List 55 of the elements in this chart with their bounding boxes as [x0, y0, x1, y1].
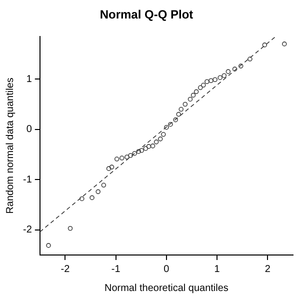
point	[178, 106, 184, 112]
y-tick-label: 1	[26, 74, 32, 85]
point	[158, 136, 163, 142]
point	[128, 153, 133, 158]
point	[164, 124, 169, 130]
point	[106, 166, 112, 171]
point	[124, 154, 130, 160]
chart-title: Normal Q-Q Plot	[100, 8, 194, 22]
point	[101, 182, 106, 188]
y-tick-label: 0	[26, 124, 32, 136]
x-tick-label: 1	[214, 264, 220, 275]
point	[139, 148, 144, 153]
point	[109, 164, 114, 170]
point	[262, 42, 268, 48]
point	[46, 243, 51, 248]
point	[132, 151, 137, 156]
point	[80, 196, 84, 202]
point	[188, 96, 193, 102]
point	[222, 73, 227, 78]
point	[143, 146, 148, 151]
point	[190, 92, 196, 98]
point	[150, 144, 156, 148]
point	[168, 122, 173, 127]
point	[218, 75, 223, 80]
point	[96, 189, 101, 194]
point	[146, 144, 152, 149]
point	[201, 82, 206, 88]
point	[182, 102, 188, 107]
point	[204, 79, 210, 84]
x-axis-title: Normal theoretical quantiles	[104, 282, 228, 294]
point	[114, 156, 120, 162]
y-axis-title: Random normal data quantiles	[4, 78, 16, 214]
point	[238, 64, 244, 68]
point	[226, 69, 231, 74]
x-tick-label: -1	[111, 264, 121, 275]
point	[90, 195, 94, 200]
point	[68, 226, 73, 231]
x-tick-label: 0	[164, 264, 170, 275]
point	[248, 56, 252, 62]
point	[198, 85, 203, 90]
point	[212, 77, 218, 82]
point	[208, 78, 214, 84]
y-tick-label: -2	[22, 224, 32, 236]
point	[136, 149, 142, 154]
point	[173, 117, 178, 122]
point	[232, 66, 238, 72]
x-tick-label: 2	[264, 264, 271, 275]
point	[176, 112, 181, 117]
y-tick-label: -1	[22, 174, 32, 186]
point	[194, 89, 199, 94]
point	[120, 156, 124, 160]
point	[282, 42, 287, 46]
point	[154, 140, 159, 144]
x-tick-label: -2	[60, 264, 70, 275]
point	[161, 132, 166, 137]
